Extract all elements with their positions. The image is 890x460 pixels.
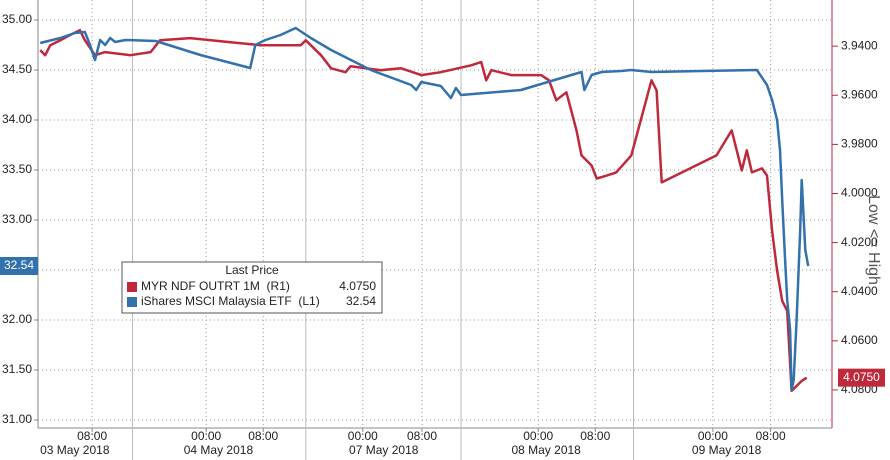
series-line xyxy=(39,28,808,393)
y2-tick-label: 4.0600 xyxy=(841,333,878,347)
legend: Last Price MYR NDF OUTRT 1M (R1) 4.0750 iS… xyxy=(121,261,383,314)
legend-box xyxy=(121,261,383,314)
x-tick-label: 00:00 xyxy=(191,429,221,443)
x-tick-label: 00:00 xyxy=(523,429,553,443)
last-value-box xyxy=(0,257,38,275)
y2-tick-label: 4.0400 xyxy=(841,284,878,298)
x-tick-label: 08:00 xyxy=(248,429,278,443)
legend-swatch xyxy=(127,297,137,307)
legend-label: iShares MSCI Malaysia ETF (L1) xyxy=(141,294,320,308)
x-tick-label: 00:00 xyxy=(698,429,728,443)
y2-tick-label: 3.9800 xyxy=(841,137,878,151)
x-tick-label: 08:00 xyxy=(580,429,610,443)
series-line xyxy=(39,26,810,392)
x-tick-label: 08:00 xyxy=(77,429,107,443)
y2-tick-label: 3.9200 xyxy=(841,0,878,3)
y-tick-label: 34.00 xyxy=(2,112,32,126)
y2-tick-label: 3.9400 xyxy=(841,38,878,52)
y-tick-label: 31.00 xyxy=(2,412,32,426)
legend-title: Last Price xyxy=(225,263,279,277)
y-tick-label: 31.50 xyxy=(2,362,32,376)
date-label: 09 May 2018 xyxy=(692,443,762,457)
y2-tick-label: 4.0200 xyxy=(841,235,878,249)
x-tick-label: 08:00 xyxy=(756,429,786,443)
date-label: 07 May 2018 xyxy=(349,443,419,457)
y2-tick-label: 4.0000 xyxy=(841,186,878,200)
last-value-box xyxy=(838,368,885,387)
last-value-label: 32.54 xyxy=(4,258,34,272)
right-axis-label: Low <= High xyxy=(865,195,882,285)
y-tick-label: 35.00 xyxy=(2,12,32,26)
legend-value: 32.54 xyxy=(346,294,376,308)
legend-swatch xyxy=(127,282,137,292)
x-tick-label: 08:00 xyxy=(407,429,437,443)
legend-label: MYR NDF OUTRT 1M (R1) xyxy=(141,279,290,293)
date-label: 03 May 2018 xyxy=(40,443,110,457)
last-value-label: 4.0750 xyxy=(843,370,880,384)
legend-value: 4.0750 xyxy=(339,279,376,293)
y-tick-label: 34.50 xyxy=(2,62,32,76)
x-tick-label: 00:00 xyxy=(348,429,378,443)
y-tick-label: 33.50 xyxy=(2,162,32,176)
y-tick-label: 32.00 xyxy=(2,312,32,326)
y-tick-label: 33.00 xyxy=(2,212,32,226)
date-label: 08 May 2018 xyxy=(511,443,581,457)
date-label: 04 May 2018 xyxy=(184,443,254,457)
y2-tick-label: 3.9600 xyxy=(841,87,878,101)
